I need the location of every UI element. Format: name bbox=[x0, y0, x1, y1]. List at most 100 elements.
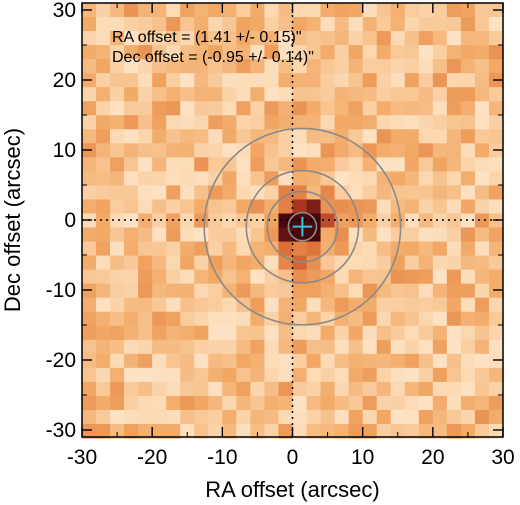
heatmap-cell bbox=[306, 87, 322, 102]
heatmap-cell bbox=[152, 17, 167, 32]
heatmap-cell bbox=[208, 283, 223, 299]
heatmap-cell bbox=[222, 199, 237, 215]
heatmap-cell bbox=[180, 367, 195, 383]
heatmap-cell bbox=[208, 367, 223, 383]
heatmap-cell bbox=[236, 199, 251, 215]
heatmap-cell bbox=[110, 3, 125, 18]
heatmap-cell bbox=[376, 339, 392, 355]
heatmap-cell bbox=[460, 199, 476, 215]
heatmap-cell bbox=[194, 17, 209, 32]
heatmap-cell bbox=[446, 311, 462, 327]
heatmap-cell bbox=[180, 171, 195, 187]
heatmap-cell bbox=[404, 213, 420, 229]
heatmap-cell bbox=[110, 325, 125, 341]
heatmap-cell bbox=[152, 241, 167, 257]
heatmap-cell bbox=[390, 213, 406, 229]
heatmap-cell bbox=[460, 269, 476, 285]
heatmap-cell bbox=[194, 59, 209, 74]
heatmap-cell bbox=[320, 381, 336, 397]
heatmap-cell bbox=[138, 17, 153, 32]
heatmap-cell bbox=[194, 283, 209, 299]
heatmap-cell bbox=[362, 31, 378, 46]
heatmap-cell bbox=[166, 241, 181, 257]
heatmap-cell bbox=[348, 73, 364, 88]
heatmap-cell bbox=[166, 185, 181, 201]
heatmap-cell bbox=[152, 185, 167, 201]
heatmap-cell bbox=[390, 283, 406, 299]
heatmap-cell bbox=[334, 31, 350, 46]
heatmap-cell bbox=[418, 297, 434, 313]
heatmap-cell bbox=[236, 45, 251, 60]
heatmap-cell bbox=[166, 283, 181, 299]
heatmap-cell bbox=[488, 311, 504, 327]
heatmap-cell bbox=[250, 3, 266, 18]
heatmap-cell bbox=[474, 101, 490, 116]
heatmap-cell bbox=[236, 59, 251, 74]
heatmap-cell bbox=[194, 87, 209, 102]
heatmap-cell bbox=[110, 185, 125, 201]
heatmap-cell bbox=[488, 325, 504, 341]
heatmap-cell bbox=[166, 129, 181, 144]
heatmap-cell bbox=[96, 424, 111, 439]
heatmap-cell bbox=[474, 311, 490, 327]
heatmap-cell bbox=[236, 17, 251, 32]
heatmap-cell bbox=[362, 157, 378, 172]
heatmap-cell bbox=[166, 227, 181, 243]
heatmap-cell bbox=[138, 395, 153, 411]
heatmap-cell bbox=[376, 143, 392, 158]
heatmap-cell bbox=[278, 3, 294, 18]
heatmap-cell bbox=[166, 409, 181, 425]
heatmap-cell bbox=[432, 297, 448, 313]
heatmap-cell bbox=[180, 31, 195, 46]
heatmap-cell bbox=[278, 409, 294, 425]
heatmap-cell bbox=[362, 255, 378, 271]
heatmap-cell bbox=[460, 424, 476, 439]
heatmap-cell bbox=[222, 311, 237, 327]
heatmap-cell bbox=[446, 424, 462, 439]
heatmap-cell bbox=[278, 367, 294, 383]
heatmap-cell bbox=[138, 157, 153, 172]
heatmap-cell bbox=[124, 143, 139, 158]
heatmap-cell bbox=[348, 129, 364, 144]
heatmap-cell bbox=[362, 395, 378, 411]
heatmap-cell bbox=[446, 367, 462, 383]
heatmap-cell bbox=[110, 45, 125, 60]
heatmap-cell bbox=[138, 115, 153, 130]
heatmap-cell bbox=[404, 424, 420, 439]
heatmap-cell bbox=[306, 339, 322, 355]
heatmap-cell bbox=[166, 199, 181, 215]
heatmap-cell bbox=[194, 115, 209, 130]
heatmap-cell bbox=[446, 129, 462, 144]
heatmap-cell bbox=[418, 3, 434, 18]
heatmap-cell bbox=[306, 213, 322, 229]
heatmap-cell bbox=[404, 395, 420, 411]
heatmap-cell bbox=[96, 269, 111, 285]
heatmap-cell bbox=[474, 339, 490, 355]
heatmap-cell bbox=[432, 353, 448, 369]
heatmap-cell bbox=[460, 311, 476, 327]
heatmap-cell bbox=[292, 87, 308, 102]
heatmap-cell bbox=[208, 227, 223, 243]
heatmap-cell bbox=[488, 227, 504, 243]
heatmap-cell bbox=[222, 45, 237, 60]
heatmap-cell bbox=[236, 157, 251, 172]
heatmap-cell bbox=[432, 101, 448, 116]
heatmap-cell bbox=[194, 143, 209, 158]
heatmap-cell bbox=[474, 241, 490, 257]
heatmap-cell bbox=[446, 185, 462, 201]
heatmap-cell bbox=[390, 409, 406, 425]
aperture-circle bbox=[203, 127, 402, 326]
heatmap-cell bbox=[264, 45, 280, 60]
heatmap-cell bbox=[236, 31, 251, 46]
aperture-circle bbox=[287, 211, 318, 242]
heatmap-cell bbox=[348, 325, 364, 341]
heatmap-cell bbox=[180, 199, 195, 215]
heatmap-cell bbox=[334, 227, 350, 243]
heatmap-cell bbox=[446, 381, 462, 397]
heatmap-cell bbox=[320, 255, 336, 271]
overlay-layer bbox=[82, 3, 503, 437]
heatmap-cell bbox=[166, 424, 181, 439]
heatmap-cell bbox=[278, 381, 294, 397]
heatmap-cell bbox=[292, 3, 308, 18]
heatmap-cell bbox=[138, 367, 153, 383]
